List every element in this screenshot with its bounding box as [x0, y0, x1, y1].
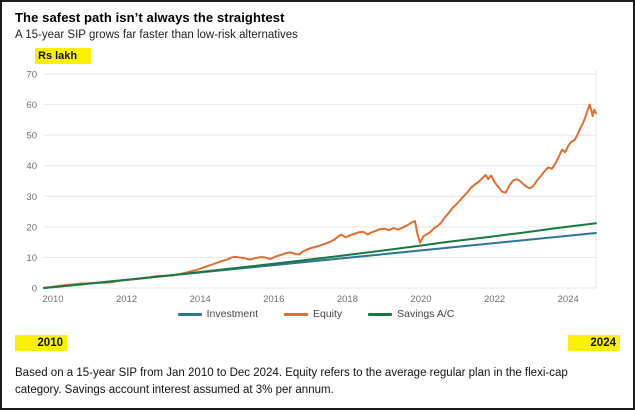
page-subtitle: A 15-year SIP grows far faster than low-…: [15, 29, 298, 41]
legend-item-equity: Equity: [283, 308, 343, 320]
svg-text:2024: 2024: [558, 294, 579, 305]
footnote-text: Based on a 15-year SIP from Jan 2010 to …: [15, 367, 568, 397]
svg-text:2014: 2014: [190, 294, 211, 305]
chart-legend: Investment Equity Savings A/C: [10, 308, 622, 320]
svg-text:50: 50: [26, 131, 37, 142]
legend-line-swatch: [177, 312, 202, 316]
legend-label: Investment: [206, 308, 258, 320]
svg-text:2022: 2022: [484, 294, 505, 305]
svg-text:2012: 2012: [116, 294, 137, 305]
svg-text:0: 0: [32, 284, 37, 295]
svg-text:60: 60: [26, 100, 37, 111]
svg-text:70: 70: [26, 70, 37, 81]
svg-text:2020: 2020: [410, 294, 431, 305]
page-title: The safest path isn’t always the straigh…: [15, 10, 285, 25]
svg-text:2010: 2010: [42, 294, 63, 305]
svg-text:2016: 2016: [263, 294, 284, 305]
sip-growth-chart: 0 10 20 30 40 50 60 70 2010 2012 2014 2016 2018 2020 2…: [26, 70, 597, 305]
svg-text:30: 30: [26, 192, 37, 203]
y-axis-unit-label: Rs lakh: [35, 48, 92, 64]
legend-line-swatch: [368, 312, 393, 316]
legend-label: Equity: [312, 308, 343, 320]
legend-item-investment: Investment: [177, 308, 258, 320]
legend-item-savings-a-c: Savings A/C: [368, 308, 454, 320]
period-end-label: 2024: [568, 335, 620, 351]
legend-line-swatch: [283, 312, 308, 316]
svg-text:10: 10: [26, 253, 37, 264]
svg-text:40: 40: [26, 161, 37, 172]
period-row: 2010 2024: [15, 335, 620, 351]
svg-text:20: 20: [26, 222, 37, 233]
chart-area: 0 10 20 30 40 50 60 70 2010 2012 2014 2016 2018 2020 2…: [10, 64, 633, 308]
period-start-label: 2010: [15, 335, 67, 351]
svg-text:2018: 2018: [337, 294, 358, 305]
legend-label: Savings A/C: [397, 308, 455, 320]
